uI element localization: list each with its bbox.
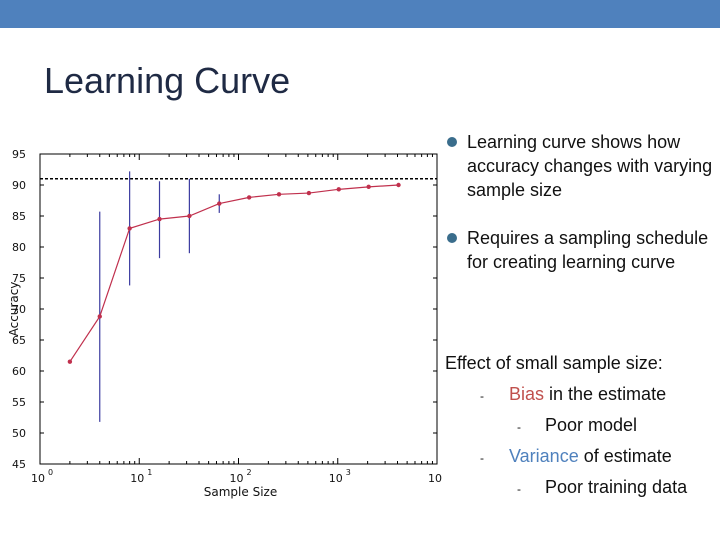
poor-training-data-text: Poor training data (545, 477, 688, 497)
x-tick-exponent: 1 (147, 468, 152, 477)
x-tick-exponent: 3 (346, 468, 351, 477)
x-tick-label: 10 (130, 472, 144, 485)
y-tick-label: 85 (12, 210, 26, 223)
bullet-item: Requires a sampling schedule for creatin… (447, 226, 717, 274)
bullet-text: Learning curve shows how accuracy change… (467, 132, 713, 200)
dash-icon: - (480, 389, 484, 403)
slide-title: Learning Curve (44, 60, 291, 101)
data-point (217, 201, 222, 206)
dash-icon: - (517, 420, 521, 434)
data-point (246, 195, 252, 200)
x-tick-label: 10 (230, 472, 244, 485)
y-tick-label: 50 (12, 427, 26, 440)
data-point (306, 190, 312, 196)
dash-icon: - (480, 451, 484, 465)
y-tick-label: 75 (12, 272, 26, 285)
y-tick-label: 60 (12, 365, 26, 378)
y-tick-label: 90 (12, 179, 26, 192)
variance-rest: of estimate (578, 446, 672, 466)
x-axis-label: Sample Size (204, 485, 277, 499)
y-tick-label: 80 (12, 241, 26, 254)
y-tick-label: 65 (12, 334, 26, 347)
y-axis-label: Accuracy (7, 282, 21, 337)
dash-icon: - (517, 482, 521, 496)
data-point (276, 192, 282, 197)
sub-item-poor-training-data: - Poor training data (445, 472, 717, 503)
data-point (157, 216, 162, 222)
sub-item-variance: - Variance of estimate (445, 441, 717, 472)
data-point (396, 182, 401, 188)
x-tick-label: 10 (31, 472, 45, 485)
y-tick-label: 45 (12, 458, 26, 471)
bullet-dot-icon (447, 137, 457, 147)
effect-heading: Effect of small sample size: (445, 353, 663, 373)
accuracy-line (69, 184, 399, 363)
top-accent-bar (0, 0, 720, 28)
data-point (366, 184, 371, 190)
bullet-item: Learning curve shows how accuracy change… (447, 130, 717, 202)
data-point (336, 187, 341, 192)
y-tick-label: 70 (12, 303, 26, 316)
bullet-dot-icon (447, 233, 457, 243)
data-point (187, 213, 192, 219)
sub-item-bias: - Bias in the estimate (445, 379, 717, 410)
bullet-list: Learning curve shows how accuracy change… (447, 130, 717, 298)
data-point (127, 226, 132, 231)
data-point (67, 359, 73, 364)
sub-item-poor-model: - Poor model (445, 410, 717, 441)
variance-highlight: Variance (509, 446, 579, 466)
learning-curve-chart: 4550556065707580859095100101102103104Sam… (7, 148, 442, 499)
x-tick-exponent: 0 (48, 468, 53, 477)
x-tick-label: 10 (329, 472, 343, 485)
y-tick-label: 95 (12, 148, 26, 161)
x-tick-exponent: 2 (247, 468, 252, 477)
y-tick-label: 55 (12, 396, 26, 409)
effect-section: Effect of small sample size: - Bias in t… (445, 348, 717, 503)
x-tick-label: 10 (428, 472, 442, 485)
bias-highlight: Bias (509, 384, 545, 404)
poor-model-text: Poor model (545, 415, 638, 435)
data-point (97, 314, 102, 319)
bias-rest: in the estimate (544, 384, 667, 404)
bullet-text: Requires a sampling schedule for creatin… (467, 228, 709, 272)
